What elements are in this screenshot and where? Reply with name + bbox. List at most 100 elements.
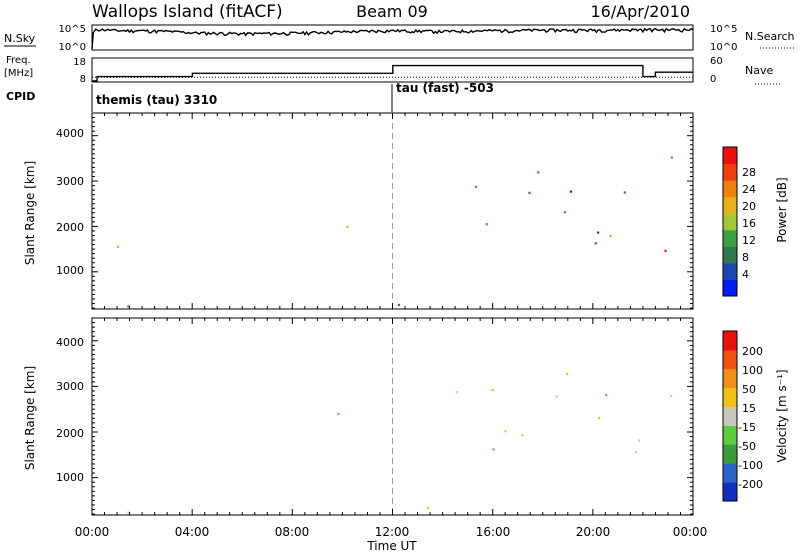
power-cbar-tick-8: 8 [742,251,749,264]
velocity-cell [605,394,608,397]
power-heatmap-cells [117,113,673,309]
cpid-segment-2: tau (fast) -503 [396,81,494,95]
nave-label: Nave [745,64,773,77]
power-cell [623,191,626,194]
freq-panel [91,57,694,83]
power-colorbar-ticks: 28 24 20 16 12 8 4 [742,166,756,281]
velocity-colorbar-label: Velocity [m s⁻¹] [775,369,789,462]
x-tick-2400: 00:00 [673,525,708,539]
power-cell [475,185,478,188]
power-cell [485,223,488,226]
velocity-ylabel: Slant Range [km] [23,366,37,470]
power-cbar-tick-4: 4 [742,268,749,281]
nsearch-label: N.Search [745,30,795,43]
power-cell [569,190,572,193]
colorbar-swatch [723,279,737,297]
date-title: 16/Apr/2010 [590,2,690,21]
power-cell [670,156,673,159]
velocity-cell [521,434,524,437]
x-axis-label: Time UT [366,539,417,553]
colorbar-swatch [723,425,737,445]
x-tick-0000: 00:00 [75,525,110,539]
nsky-series-line [91,27,694,50]
velocity-cell [598,417,601,420]
velocity-cbar-tick-minus50: -50 [738,440,756,453]
x-tick-2000: 20:00 [576,525,611,539]
velocity-ytick-4000: 4000 [56,336,84,349]
power-cell [528,191,531,194]
power-tick-marks [91,113,694,309]
power-cbar-tick-16: 16 [742,217,756,230]
freq-label-line1: Freq. [6,55,31,66]
power-cell [609,234,612,238]
colorbar-swatch [723,444,737,464]
x-tick-1200: 12:00 [375,525,410,539]
power-cell [594,242,597,245]
nave-tick-low: 0 [710,74,716,85]
velocity-cbar-tick-minus100: -100 [738,459,763,472]
colorbar-swatch [723,406,737,426]
power-cbar-tick-24: 24 [742,183,756,196]
colorbar-swatch [723,262,737,280]
power-colorbar-label: Power [dB] [775,177,789,242]
station-title: Wallops Island (fitACF) [92,2,283,22]
velocity-cell [637,439,641,442]
colorbar-swatch [723,331,737,351]
freq-tick-high: 18 [73,57,86,68]
x-tick-0400: 04:00 [175,525,210,539]
velocity-y-ticklabels: 4000 3000 2000 1000 [56,336,84,484]
power-colorbar [723,147,737,297]
power-cell [397,303,400,306]
power-cell [346,225,349,228]
velocity-cell [337,412,340,416]
colorbar-swatch [723,368,737,389]
velocity-cell [555,395,558,398]
power-cbar-tick-28: 28 [742,166,756,179]
colorbar-swatch [723,463,737,483]
velocity-cell [635,451,638,454]
velocity-cell [669,395,673,398]
power-cell [597,231,600,234]
velocity-ytick-3000: 3000 [56,380,84,393]
colorbar-swatch [723,246,737,264]
velocity-cbar-tick-minus200: -200 [738,478,763,491]
velocity-colorbar-frame [722,330,738,502]
power-cbar-tick-12: 12 [742,234,756,247]
velocity-cbar-tick-minus15: -15 [738,421,756,434]
power-ytick-3000: 3000 [56,175,84,188]
colorbar-swatch [723,387,737,408]
velocity-cell [455,391,458,394]
power-cell [117,245,120,248]
velocity-cell [492,448,495,451]
velocity-cell [127,511,130,514]
x-tick-0800: 08:00 [275,525,310,539]
power-y-ticklabels: 4000 3000 2000 1000 [56,127,84,277]
cpid-segment-1: themis (tau) 3310 [96,93,217,107]
freq-label-line2: [MHz] [4,68,33,79]
colorbar-swatch [723,147,737,165]
freq-tick-low: 8 [80,74,86,85]
power-ylabel: Slant Range [km] [23,161,37,265]
power-cell [664,249,667,252]
power-panel-frame [91,112,694,310]
power-cell [563,211,566,214]
nsky-tick-low: 10^0 [59,42,86,53]
colorbar-swatch [723,163,737,181]
velocity-cell [491,388,494,391]
power-cell [127,305,130,308]
power-colorbar-frame [722,146,738,297]
nsky-tick-high: 10^5 [59,24,86,35]
x-tick-1600: 16:00 [476,525,511,539]
power-ytick-1000: 1000 [56,264,84,277]
velocity-cell [427,506,430,509]
power-ytick-2000: 2000 [56,221,84,234]
nsky-panel [91,24,694,51]
nsearch-tick-high: 10^5 [710,24,737,35]
nave-tick-high: 60 [710,56,723,67]
colorbar-swatch [723,213,737,231]
velocity-colorbar-ticks: 200 100 50 15 -15 -50 -100 -200 [738,345,763,491]
colorbar-swatch [723,349,737,370]
x-axis-ticklabels: 00:00 04:00 08:00 12:00 16:00 20:00 00:0… [75,525,708,539]
beam-title: Beam 09 [356,2,428,21]
